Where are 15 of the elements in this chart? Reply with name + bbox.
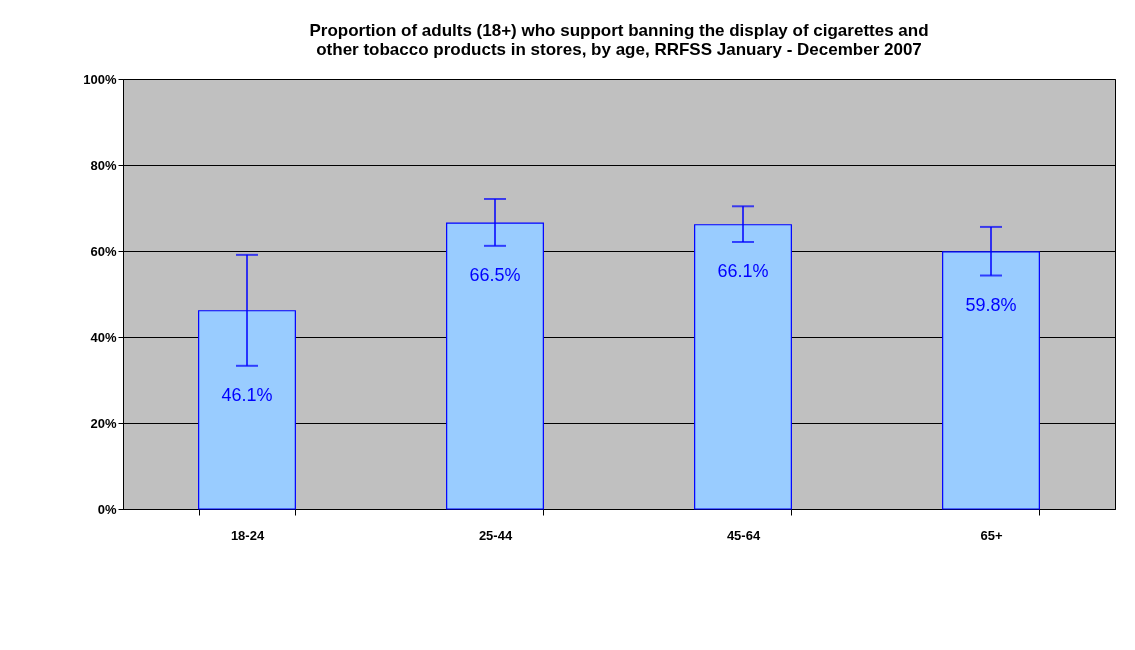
data-label: 59.8% [965,294,1017,315]
x-tick-label: 25-44 [478,527,513,543]
y-tick-label: 40% [90,329,117,345]
x-tick-label: 65+ [980,527,1003,543]
data-label: 66.5% [469,264,521,285]
data-label: 66.1% [717,260,769,281]
y-tick-label: 60% [90,243,117,259]
y-tick-label: 20% [90,415,117,431]
data-label: 46.1% [221,384,273,405]
y-tick-label: 80% [90,157,117,173]
x-tick-label: 18-24 [230,527,265,543]
chart-title: Proportion of adults (18+) who support banning the display of cigarettes and other tobacco products in stores, by age, RRFSS January - December 2007 [309,21,929,59]
x-tick-label: 45-64 [726,527,761,543]
y-tick-label: 100% [83,71,117,87]
y-tick-label: 0% [97,501,117,517]
